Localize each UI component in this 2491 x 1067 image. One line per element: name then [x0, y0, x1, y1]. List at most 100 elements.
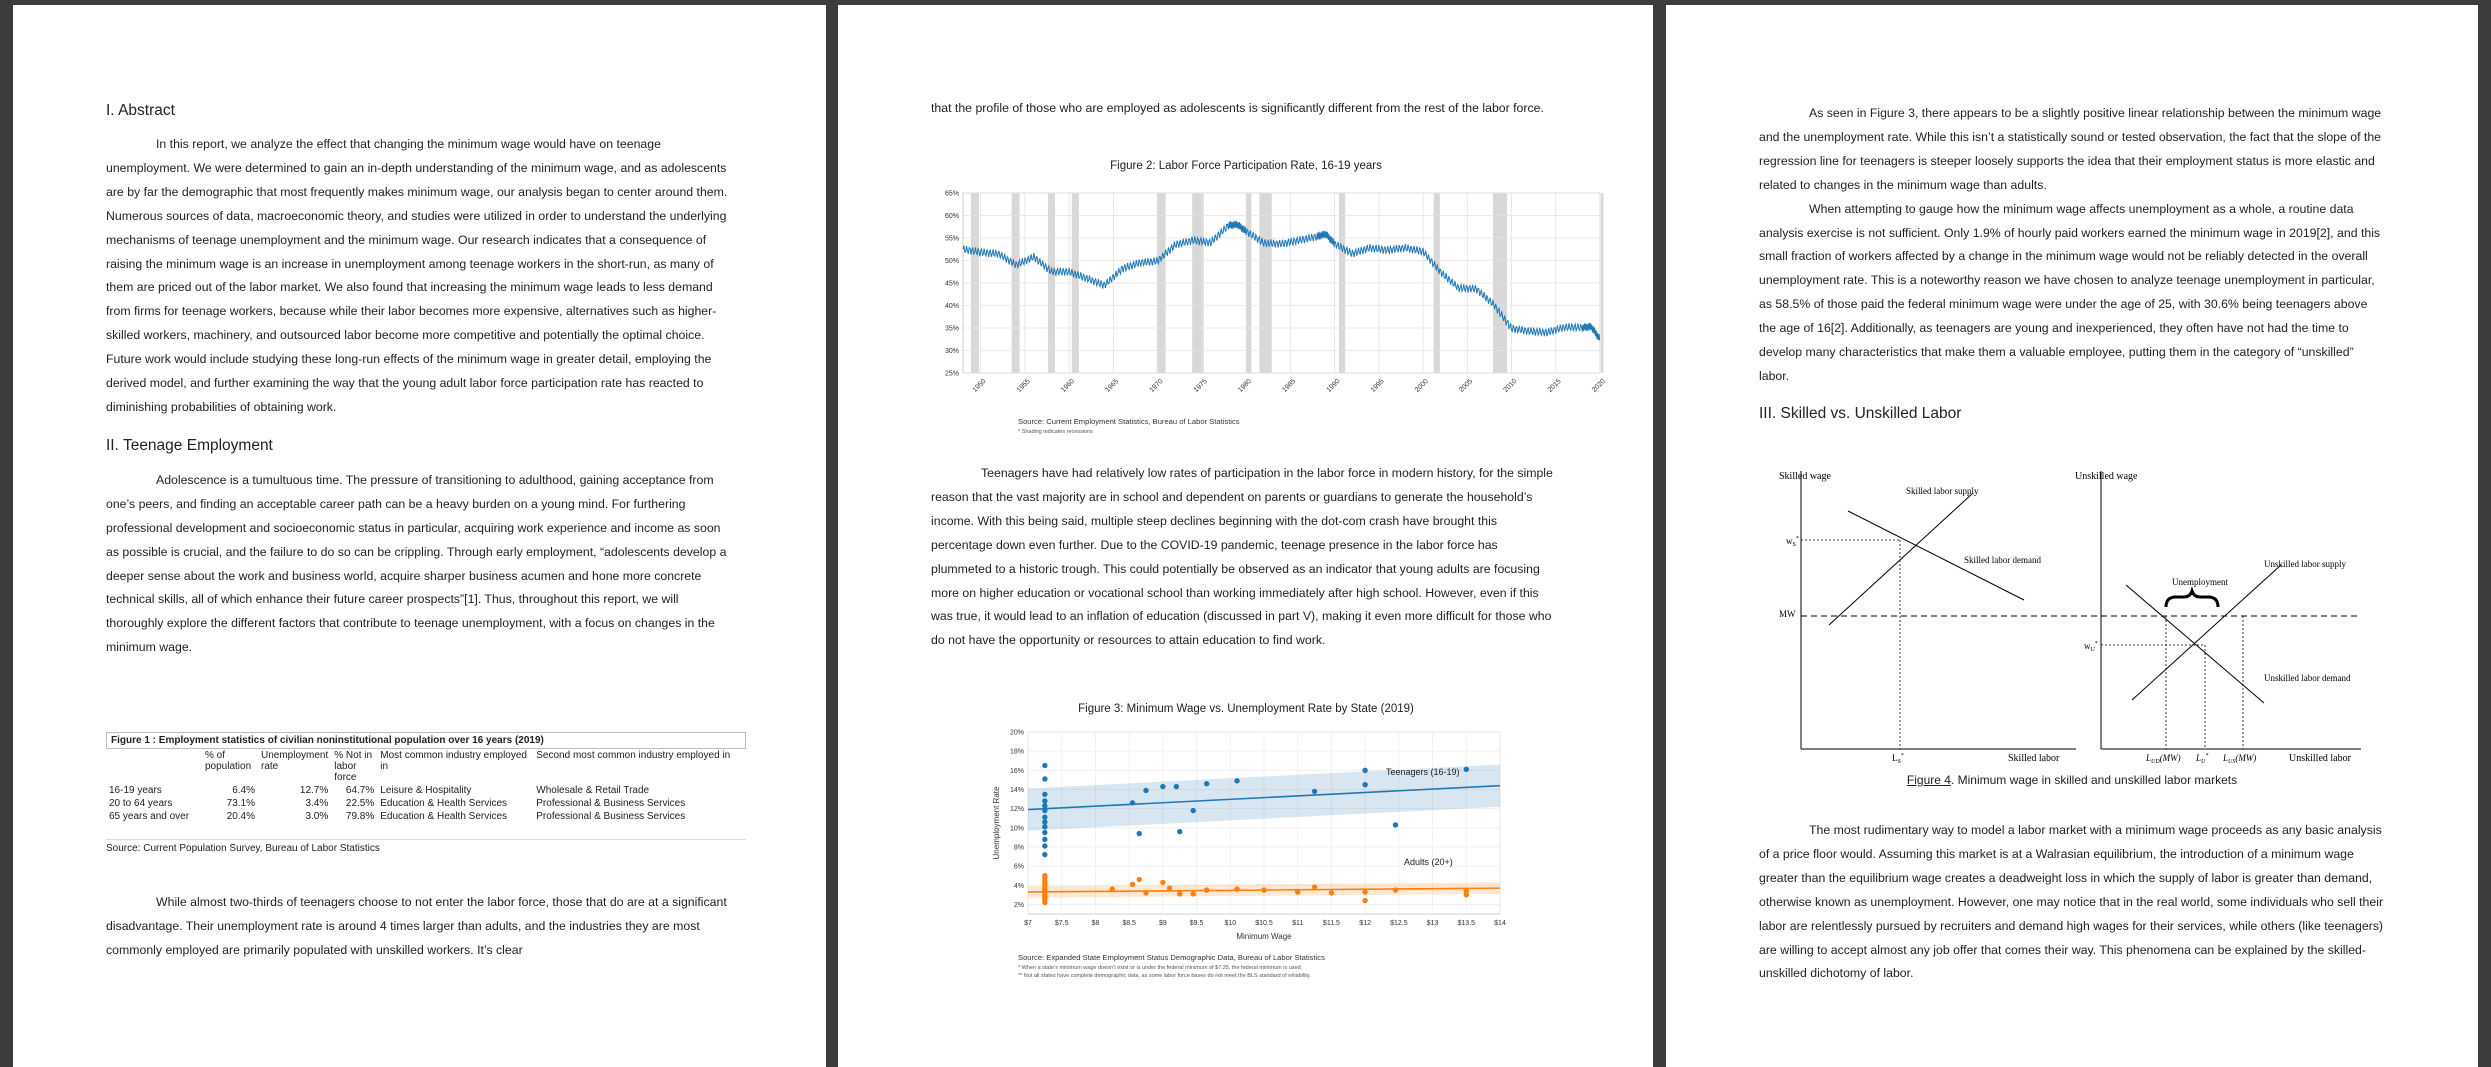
table-row: 16-19 years 6.4% 12.7% 64.7% Leisure & H…: [106, 784, 746, 797]
page-3: As seen in Figure 3, there appears to be…: [1666, 5, 2478, 1067]
lus-label: LUS(MW): [2222, 753, 2256, 765]
y-tick-label: 8%: [1014, 844, 1024, 851]
table-header: Second most common industry employed in: [536, 750, 731, 761]
x-tick-label: 1995: [1370, 378, 1386, 394]
x-tick-label: $9.5: [1190, 920, 1204, 927]
page-1-closing: While almost two-thirds of teenagers cho…: [106, 891, 734, 963]
figure-3-note-2: ** Not all states have complete demograp…: [1018, 973, 1311, 979]
x-tick-label: $8: [1092, 920, 1100, 927]
employment-stats-table: % of population Unemployment rate % Not …: [106, 749, 746, 823]
y-tick-label: 55%: [945, 236, 959, 243]
labor-market-model-paragraph: The most rudimentary way to model a labo…: [1759, 823, 2384, 981]
data-point: [1042, 798, 1048, 804]
x-tick-label: $11.5: [1323, 920, 1340, 927]
data-point: [1042, 814, 1048, 820]
y-tick-label: 14%: [1010, 787, 1024, 794]
x-tick-label: 1985: [1281, 378, 1297, 394]
skilled-demand-label: Skilled labor demand: [1964, 555, 2041, 565]
figure-2-note: * Shading indicates recessions: [1018, 429, 1093, 435]
unskilled-labor-label: Unskilled labor: [2289, 753, 2352, 764]
mw-label: MW: [1779, 609, 1796, 619]
data-point: [1042, 791, 1048, 797]
table-header: [106, 749, 202, 784]
y-tick-label: 4%: [1014, 883, 1024, 890]
data-point: [1173, 783, 1180, 790]
data-point: [1136, 876, 1142, 883]
x-tick-label: $11: [1292, 920, 1303, 927]
data-point: [1129, 881, 1136, 888]
data-point: [1042, 836, 1048, 842]
x-tick-label: 1965: [1104, 378, 1120, 394]
figure-3-title: Figure 3: Minimum Wage vs. Unemployment …: [1078, 703, 1414, 715]
table-row: 65 years and over 20.4% 3.0% 79.8% Educa…: [106, 810, 746, 823]
figure-2-title: Figure 2: Labor Force Participation Rate…: [1110, 160, 1382, 172]
teen-employment-paragraph: Adolescence is a tumultuous time. The pr…: [106, 472, 727, 655]
skilled-unskilled-heading: III. Skilled vs. Unskilled Labor: [1759, 404, 1962, 422]
data-point: [1042, 899, 1048, 906]
data-point: [1362, 767, 1368, 774]
y-axis-label: Unemployment Rate: [992, 786, 1001, 859]
data-point: [1362, 889, 1368, 895]
figure-3-discussion-paragraph: As seen in Figure 3, there appears to be…: [1759, 106, 2382, 192]
y-tick-label: 6%: [1014, 864, 1024, 871]
x-axis-label: Minimum Wage: [1236, 932, 1292, 941]
unskilled-supply-label: Unskilled labor supply: [2264, 559, 2346, 569]
x-tick-label: $14: [1494, 920, 1506, 927]
table-cell: Wholesale & Retail Trade: [536, 785, 650, 796]
figure-3-note-1: * When a state’s minimum wage doesn’t ex…: [1018, 965, 1303, 971]
table-cell: 3.4%: [305, 798, 329, 809]
unskilled-wage-label: Unskilled wage: [2075, 471, 2138, 482]
x-tick-label: 1980: [1237, 378, 1253, 394]
figure-4-label: Figure 4: [1906, 773, 1951, 787]
x-tick-label: 2005: [1458, 378, 1474, 394]
data-point: [1463, 766, 1469, 773]
data-point: [1463, 892, 1469, 898]
data-point: [1311, 788, 1318, 795]
data-point: [1392, 822, 1399, 828]
table-cell: 16-19 years: [109, 785, 162, 796]
table-cell: Professional & Business Services: [536, 798, 686, 809]
series-label: Adults (20+): [1404, 857, 1453, 867]
table-cell: 73.1%: [226, 798, 255, 809]
lu-label: LU*: [2195, 753, 2208, 765]
y-tick-label: 45%: [945, 281, 959, 288]
y-tick-label: 30%: [945, 348, 959, 355]
data-point: [1042, 762, 1048, 769]
y-tick-label: 40%: [945, 303, 959, 310]
table-cell: 65 years and over: [109, 811, 190, 822]
table-header: % of population: [205, 750, 252, 772]
x-tick-label: 2000: [1414, 378, 1430, 394]
table-cell: 79.8%: [345, 811, 375, 822]
minimum-wage-analysis-paragraph: When attempting to gauge how the minimum…: [1759, 201, 2381, 383]
x-tick-label: 1990: [1326, 378, 1342, 394]
data-point: [1160, 879, 1166, 886]
data-point: [1042, 819, 1048, 825]
series-label: Teenagers (16-19): [1386, 767, 1460, 777]
teen-employment-heading: II. Teenage Employment: [106, 436, 273, 454]
data-point: [1362, 897, 1368, 904]
regression-line: [1027, 784, 1501, 811]
unskilled-demand-label: Unskilled labor demand: [2264, 673, 2351, 683]
x-tick-label: $13: [1427, 920, 1439, 927]
data-point: [1042, 824, 1048, 830]
y-tick-label: 25%: [945, 371, 959, 378]
data-point: [1362, 781, 1368, 788]
abstract-paragraph: In this report, we analyze the effect th…: [106, 137, 728, 414]
data-point: [1463, 888, 1469, 894]
data-point: [1190, 891, 1196, 897]
data-point: [1190, 807, 1196, 814]
lud-label: LUD(MW): [2145, 753, 2181, 765]
x-tick-label: 2010: [1502, 378, 1518, 394]
table-cell: 3.0%: [305, 811, 329, 822]
y-tick-label: 18%: [1010, 749, 1024, 756]
table-header: Unemployment rate: [261, 750, 329, 772]
y-tick-label: 16%: [1010, 768, 1024, 775]
data-point: [1203, 781, 1210, 787]
figure-2-chart: 25% 30% 35% 40% 45% 50% 55% 60% 65% 1950 1955 1960 1…: [945, 191, 1607, 394]
page-1: I. Abstract In this report, we analyze t…: [13, 5, 826, 1067]
x-tick-label: 1955: [1016, 378, 1032, 394]
data-point: [1143, 787, 1149, 794]
x-tick-label: $8.5: [1122, 920, 1136, 927]
participation-rate-line: [962, 220, 1601, 341]
table-cell: Education & Health Services: [380, 811, 507, 822]
